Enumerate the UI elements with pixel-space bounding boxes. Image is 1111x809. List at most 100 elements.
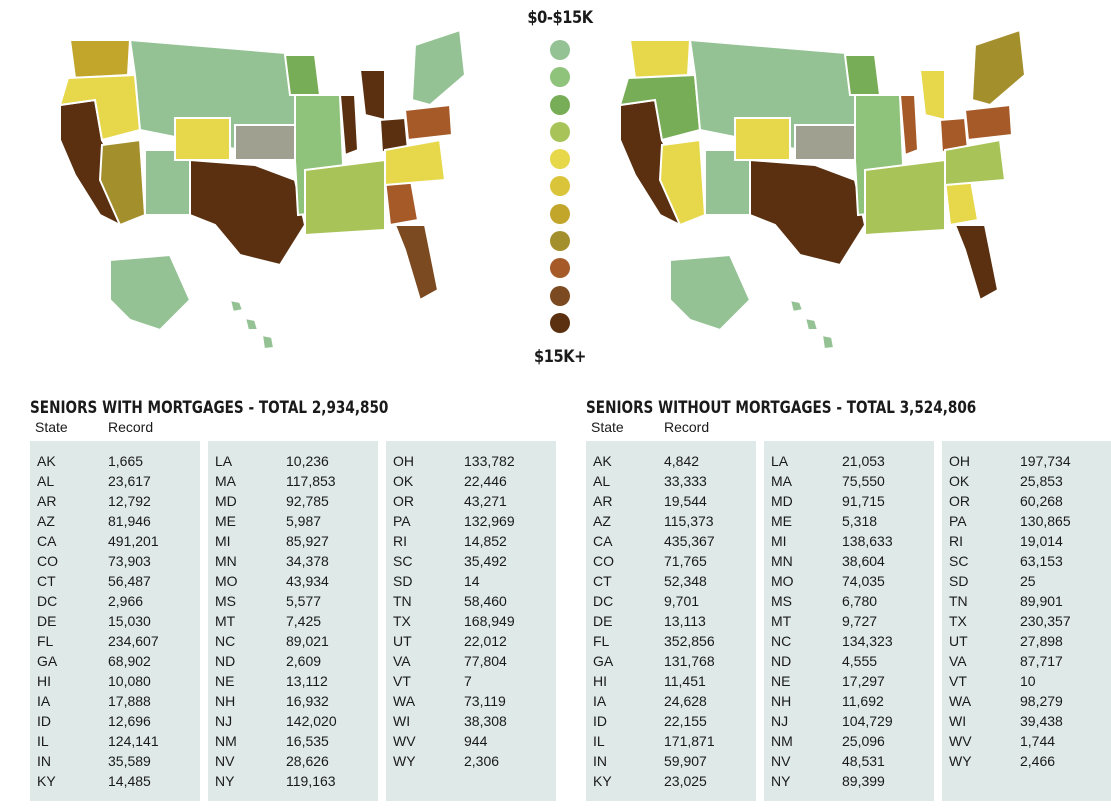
table-row: VT 10 bbox=[942, 671, 1111, 691]
record-value: 22,446 bbox=[464, 473, 507, 489]
table-row: WA 73,119 bbox=[386, 691, 556, 711]
region-co bbox=[174, 117, 231, 161]
state-code: RI bbox=[949, 533, 963, 549]
state-code: AL bbox=[37, 473, 55, 489]
table-row: MI 85,927 bbox=[208, 531, 378, 551]
table-row: MT 7,425 bbox=[208, 611, 378, 631]
table-row: PA 132,969 bbox=[386, 511, 556, 531]
state-code: IL bbox=[593, 733, 605, 749]
table-row: OK 22,446 bbox=[386, 471, 556, 491]
table-row: ND 4,555 bbox=[764, 651, 934, 671]
table-row: GA 68,902 bbox=[30, 651, 200, 671]
state-code: IN bbox=[37, 753, 51, 769]
state-header: State bbox=[35, 419, 68, 435]
record-value: 197,734 bbox=[1020, 453, 1071, 469]
table-row: WV 944 bbox=[386, 731, 556, 751]
state-code: LA bbox=[771, 453, 789, 469]
record-value: 48,531 bbox=[842, 753, 885, 769]
table-row: RI 14,852 bbox=[386, 531, 556, 551]
record-value: 75,550 bbox=[842, 473, 885, 489]
record-value: 73,119 bbox=[464, 693, 506, 709]
legend-swatch bbox=[550, 312, 570, 333]
state-code: AK bbox=[593, 453, 612, 469]
legend-scale bbox=[548, 40, 572, 340]
region-tx bbox=[189, 158, 307, 267]
record-value: 13,113 bbox=[664, 613, 706, 629]
with-mortgages-section: SENIORS WITH MORTGAGES - TOTAL 2,934,850… bbox=[30, 397, 560, 801]
state-code: MT bbox=[215, 613, 236, 629]
state-code: DC bbox=[37, 593, 58, 609]
state-code: FL bbox=[593, 633, 610, 649]
state-code: OH bbox=[949, 453, 970, 469]
region-wa bbox=[68, 39, 132, 80]
state-code: DE bbox=[37, 613, 57, 629]
table-row: AK 4,842 bbox=[586, 451, 756, 471]
record-value: 4,842 bbox=[664, 453, 700, 469]
table-row: IL 124,141 bbox=[30, 731, 200, 751]
region-il bbox=[898, 94, 920, 157]
table-column-2: LA 21,053 MA 75,550 MD 91,715 ME 5,318 MI 138,633… bbox=[764, 441, 934, 801]
record-value: 89,399 bbox=[842, 773, 885, 789]
table-row: AR 12,792 bbox=[30, 491, 200, 511]
table-row: HI 10,080 bbox=[30, 671, 200, 691]
record-value: 1,744 bbox=[1020, 733, 1056, 749]
record-value: 81,946 bbox=[108, 513, 151, 529]
state-code: MD bbox=[771, 493, 793, 509]
record-value: 7,425 bbox=[286, 613, 322, 629]
table-row: NM 25,096 bbox=[764, 731, 934, 751]
table-row: AL 23,617 bbox=[30, 471, 200, 491]
record-value: 23,025 bbox=[664, 773, 707, 789]
table-column-3: OH 197,734 OK 25,853 OR 60,268 PA 130,865 RI 19,0… bbox=[942, 441, 1111, 801]
state-code: MO bbox=[771, 573, 794, 589]
table-row: NC 134,323 bbox=[764, 631, 934, 651]
table-row: ID 22,155 bbox=[586, 711, 756, 731]
region-mi bbox=[358, 69, 386, 122]
state-code: WV bbox=[949, 733, 972, 749]
region-ne bbox=[410, 28, 467, 107]
table-row: OH 197,734 bbox=[942, 451, 1111, 471]
table-row: NJ 142,020 bbox=[208, 711, 378, 731]
state-code: CT bbox=[37, 573, 56, 589]
table-row: MN 38,604 bbox=[764, 551, 934, 571]
record-value: 52,348 bbox=[664, 573, 707, 589]
table-row: AR 19,544 bbox=[586, 491, 756, 511]
record-value: 124,141 bbox=[108, 733, 159, 749]
table-row: KY 23,025 bbox=[586, 771, 756, 791]
region-pa bbox=[403, 103, 454, 142]
state-code: MA bbox=[771, 473, 792, 489]
record-value: 74,035 bbox=[842, 573, 885, 589]
state-code: AR bbox=[593, 493, 613, 509]
table-row: WY 2,466 bbox=[942, 751, 1111, 771]
table-row: SD 14 bbox=[386, 571, 556, 591]
record-value: 17,888 bbox=[108, 693, 151, 709]
table-row: IA 24,628 bbox=[586, 691, 756, 711]
region-ne bbox=[970, 28, 1027, 107]
legend-swatch bbox=[550, 94, 570, 115]
state-code: WI bbox=[393, 713, 411, 729]
record-value: 77,804 bbox=[464, 653, 507, 669]
record-value: 2,466 bbox=[1020, 753, 1056, 769]
record-value: 38,308 bbox=[464, 713, 507, 729]
state-code: MS bbox=[215, 593, 236, 609]
table-row: WY 2,306 bbox=[386, 751, 556, 771]
record-value: 5,318 bbox=[842, 513, 878, 529]
record-value: 11,692 bbox=[842, 693, 884, 709]
region-hi bbox=[228, 298, 276, 351]
table-row: DE 13,113 bbox=[586, 611, 756, 631]
record-value: 98,279 bbox=[1020, 693, 1063, 709]
state-code: FL bbox=[37, 633, 54, 649]
record-header: Record bbox=[108, 419, 154, 435]
legend-swatch bbox=[550, 149, 570, 170]
record-value: 230,357 bbox=[1020, 613, 1071, 629]
table-row: NE 17,297 bbox=[764, 671, 934, 691]
table-row: NE 13,112 bbox=[208, 671, 378, 691]
table-row: NY 89,399 bbox=[764, 771, 934, 791]
record-value: 14 bbox=[464, 573, 480, 589]
table-row: NV 48,531 bbox=[764, 751, 934, 771]
record-value: 27,898 bbox=[1020, 633, 1063, 649]
record-value: 56,487 bbox=[108, 573, 151, 589]
table-column-3: OH 133,782 OK 22,446 OR 43,271 PA 132,969 RI 14,8… bbox=[386, 441, 556, 801]
table-row: CA 491,201 bbox=[30, 531, 200, 551]
state-code: OR bbox=[393, 493, 414, 509]
record-value: 104,729 bbox=[842, 713, 893, 729]
